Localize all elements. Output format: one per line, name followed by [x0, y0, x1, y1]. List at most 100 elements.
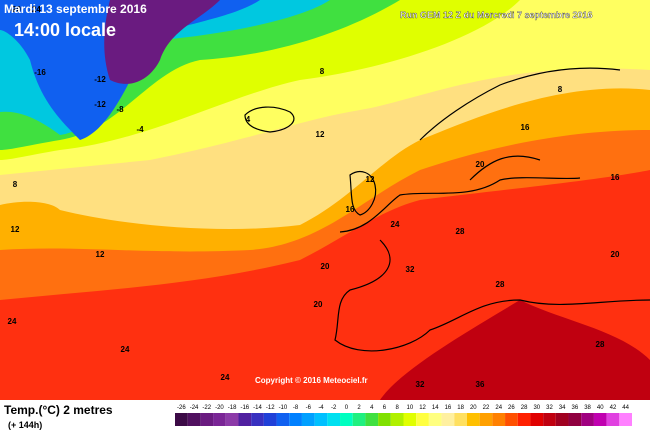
scale-label: 2 [357, 405, 361, 411]
scale-swatch [441, 413, 455, 426]
contour-label: 32 [406, 265, 415, 274]
scale-label: -10 [279, 405, 288, 411]
scale-swatch [530, 413, 544, 426]
scale-swatch [365, 413, 379, 426]
run-info: Run GEM 12 Z du Mercredi 7 septembre 201… [400, 10, 593, 20]
scale-swatch [606, 413, 620, 426]
contour-label: 16 [346, 205, 355, 214]
temp-zone [104, 0, 220, 84]
scale-swatch [517, 413, 531, 426]
scale-swatch [593, 413, 607, 426]
scale-label: 0 [345, 405, 349, 411]
scale-label: 18 [457, 405, 464, 411]
contour-label: 4 [246, 115, 251, 124]
scale-label: -6 [306, 405, 312, 411]
forecast-date: Mardi 13 septembre 2016 [4, 2, 147, 16]
scale-swatch [505, 413, 518, 426]
contour-label: -12 [94, 100, 106, 109]
scale-label: 4 [370, 405, 374, 411]
coastline [419, 67, 621, 181]
scale-swatch [568, 413, 582, 426]
scale-swatch [428, 413, 442, 426]
scale-swatch [543, 413, 556, 426]
contour-label: 24 [391, 220, 400, 229]
contour-label: 20 [476, 160, 485, 169]
scale-swatch [200, 413, 214, 426]
scale-label: -18 [228, 405, 237, 411]
contour-label: 28 [456, 227, 465, 236]
scale-label: 28 [521, 405, 528, 411]
contour-label: -8 [116, 105, 124, 114]
contour-label: 20 [321, 262, 330, 271]
contour-label: -4 [136, 125, 144, 134]
contour-label: 16 [611, 173, 620, 182]
contour-label: 12 [316, 130, 325, 139]
contour-label: 20 [611, 250, 620, 259]
contour-label: 36 [476, 380, 485, 389]
copyright: Copyright © 2016 Meteociel.fr [255, 376, 368, 385]
contour-label: 16 [521, 123, 530, 132]
scale-label: 44 [622, 405, 629, 411]
legend-title: Temp.(°C) 2 metres [4, 403, 113, 417]
scale-swatch [314, 413, 328, 426]
scale-label: 14 [432, 405, 439, 411]
contour-label: 24 [121, 345, 130, 354]
scale-swatch [187, 413, 201, 426]
temp-zone [380, 300, 650, 400]
scale-label: -20 [215, 405, 224, 411]
contour-label: 28 [496, 280, 505, 289]
scale-label: 26 [508, 405, 515, 411]
scale-swatch [619, 413, 632, 426]
coastline [244, 106, 295, 133]
contour-label: 24 [8, 317, 17, 326]
scale-label: 20 [470, 405, 477, 411]
scale-swatch [479, 413, 493, 426]
forecast-time: 14:00 locale [14, 20, 116, 40]
scale-swatch [327, 413, 341, 426]
scale-swatch [390, 413, 404, 426]
scale-swatch [416, 413, 429, 426]
scale-label: -26 [177, 405, 186, 411]
scale-swatch [581, 413, 594, 426]
contour-label: 24 [221, 373, 230, 382]
contour-label: 12 [11, 225, 20, 234]
coastline [349, 171, 377, 216]
contour-label: 28 [596, 340, 605, 349]
contour-label: 12 [96, 250, 105, 259]
scale-label: -12 [266, 405, 275, 411]
coastlines [244, 67, 650, 352]
scale-swatch [301, 413, 315, 426]
contour-label: 8 [13, 180, 18, 189]
contour-label: -12 [94, 75, 106, 84]
scale-swatch [403, 413, 417, 426]
scale-label: -8 [293, 405, 299, 411]
scale-label: 34 [559, 405, 566, 411]
scale-label: -4 [318, 405, 324, 411]
scale-label: -22 [202, 405, 211, 411]
scale-swatch [466, 413, 480, 426]
scale-label: 6 [383, 405, 387, 411]
contour-label: 8 [558, 85, 563, 94]
scale-swatch [238, 413, 252, 426]
scale-label: 36 [572, 405, 579, 411]
scale-label: 38 [584, 405, 591, 411]
contour-label: -20 [9, 5, 21, 14]
contour-label: 32 [416, 380, 425, 389]
scale-label: -24 [190, 405, 199, 411]
scale-swatch [378, 413, 391, 426]
scale-swatch [555, 413, 569, 426]
scale-swatch [454, 413, 467, 426]
color-scale: -26 -24 -22 -20 -18 -16 -14 -12 -10 -8 -6 -4 -2 0 2 4 6 8… [175, 405, 632, 426]
scale-label: 8 [395, 405, 399, 411]
contour-label: 20 [314, 300, 323, 309]
scale-swatch [213, 413, 226, 426]
scale-label: 40 [597, 405, 604, 411]
scale-label: -16 [240, 405, 249, 411]
scale-swatch [340, 413, 353, 426]
scale-label: 16 [445, 405, 452, 411]
scale-label: 24 [495, 405, 502, 411]
scale-label: 10 [407, 405, 414, 411]
scale-swatch [263, 413, 277, 426]
contour-label: -16 [34, 68, 46, 77]
